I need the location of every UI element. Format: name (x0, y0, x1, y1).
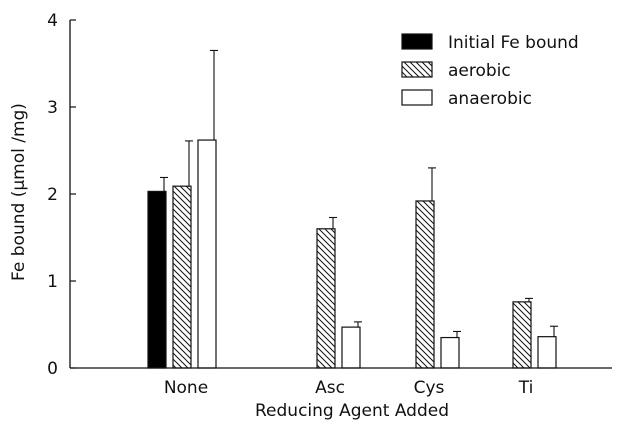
y-tick-label: 1 (47, 272, 58, 292)
bar-aerobic-cys (415, 200, 435, 369)
legend-label: anaerobic (448, 89, 532, 109)
y-tick-label: 2 (47, 185, 58, 205)
legend-swatch (401, 61, 433, 78)
x-tick-label: None (164, 378, 208, 398)
legend: Initial Fe bound aerobic anaerobic (401, 33, 579, 109)
bar-anaerobic-ti (537, 336, 557, 369)
y-tick-label: 3 (47, 98, 58, 118)
bar-anaerobic-cys (440, 336, 460, 369)
y-tick-label: 0 (47, 359, 58, 379)
x-tick-label: Ti (518, 378, 534, 398)
bar-aerobic-asc (316, 228, 336, 369)
bar-initial-fe-bound-none (147, 190, 167, 369)
legend-label: aerobic (448, 61, 511, 81)
bar-anaerobic-asc (341, 326, 361, 369)
bar-aerobic-ti (512, 301, 532, 369)
bar-anaerobic-none (197, 139, 217, 369)
y-axis: 0 1 2 3 4 (47, 11, 76, 379)
x-axis: None Asc Cys Ti (70, 367, 612, 398)
y-axis-label: Fe bound (μmol /mg) (9, 103, 29, 281)
bar-aerobic-none (172, 185, 192, 369)
x-axis-label: Reducing Agent Added (255, 401, 449, 421)
legend-label: Initial Fe bound (448, 33, 579, 53)
legend-swatch (401, 33, 433, 50)
y-tick-label: 4 (47, 11, 58, 31)
legend-swatch (401, 89, 433, 106)
x-tick-label: Cys (414, 378, 445, 398)
x-tick-label: Asc (315, 378, 345, 398)
